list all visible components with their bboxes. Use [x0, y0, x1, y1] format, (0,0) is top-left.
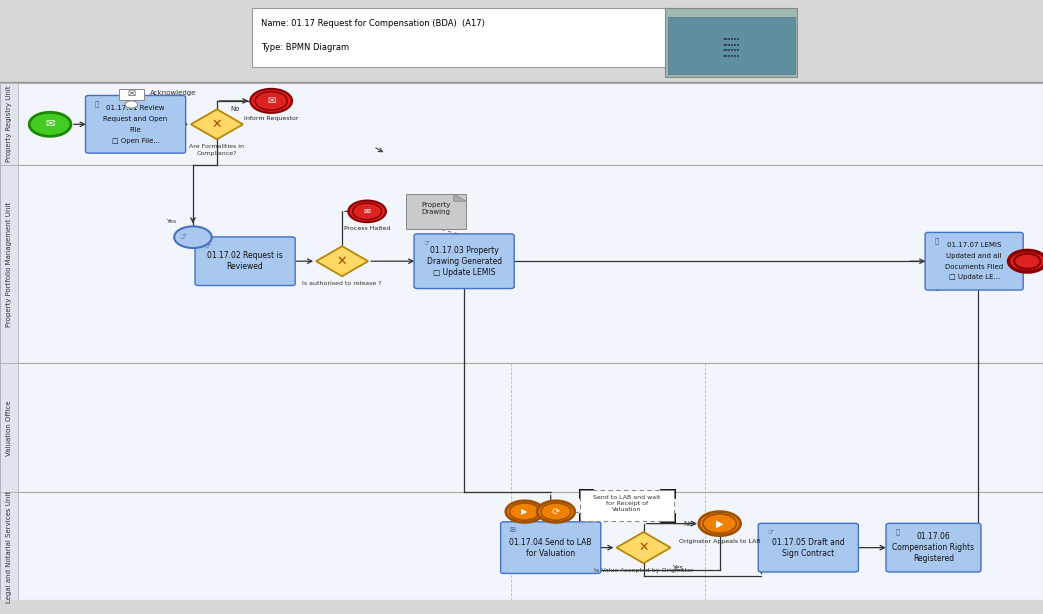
Bar [668, 17, 795, 74]
Bar [0, 492, 18, 600]
Bar [0, 165, 1043, 363]
Bar [406, 194, 466, 229]
Bar [0, 82, 1043, 600]
Text: 01.17.05 Draft and: 01.17.05 Draft and [772, 538, 845, 546]
FancyBboxPatch shape [414, 234, 514, 289]
Text: Property Portfolio Management Unit: Property Portfolio Management Unit [6, 201, 11, 327]
Text: No: No [683, 521, 693, 527]
Text: Yes: Yes [672, 565, 683, 571]
Text: ✕: ✕ [337, 255, 347, 268]
Circle shape [699, 511, 741, 535]
Polygon shape [616, 532, 671, 563]
Text: Property
Drawing: Property Drawing [421, 202, 451, 215]
Text: ▶: ▶ [715, 519, 724, 529]
Circle shape [1009, 251, 1043, 272]
Bar [0, 83, 1043, 165]
Text: ✉: ✉ [510, 527, 516, 533]
Text: Send to LAB and wait
for Receipt of
Valuation: Send to LAB and wait for Receipt of Valu… [593, 495, 660, 511]
Text: Process Halted: Process Halted [344, 226, 390, 231]
Text: 01.17.07 LEMIS: 01.17.07 LEMIS [947, 242, 1001, 248]
Text: ✉: ✉ [267, 96, 275, 106]
Text: □ Update LEMIS: □ Update LEMIS [433, 268, 495, 276]
Text: Valuation Office: Valuation Office [6, 400, 11, 456]
Text: Legal and Notarial Services Unit: Legal and Notarial Services Unit [6, 491, 11, 602]
Circle shape [29, 112, 71, 136]
Text: 01.17.06: 01.17.06 [917, 532, 950, 542]
Bar [0, 363, 1043, 492]
Text: ▪▪▪▪▪▪
▪▪▪▪▪▪
▪▪▪▪▪▪
▪▪▪▪▪▪: ▪▪▪▪▪▪ ▪▪▪▪▪▪ ▪▪▪▪▪▪ ▪▪▪▪▪▪ [723, 35, 739, 57]
Text: ⟳: ⟳ [552, 507, 560, 516]
Text: ✉: ✉ [46, 119, 54, 130]
Text: ☞: ☞ [423, 239, 430, 246]
Text: ✕: ✕ [638, 541, 649, 554]
Text: Is authorised to release ?: Is authorised to release ? [302, 281, 382, 286]
Circle shape [537, 501, 575, 523]
FancyBboxPatch shape [925, 232, 1023, 290]
Polygon shape [454, 194, 466, 201]
FancyBboxPatch shape [886, 523, 980, 572]
Bar [0, 83, 18, 165]
Circle shape [174, 227, 212, 248]
Text: Is Value Accepted by Originator: Is Value Accepted by Originator [593, 568, 694, 573]
Text: Sign Contract: Sign Contract [782, 548, 834, 558]
Text: Compliance?: Compliance? [197, 151, 237, 156]
Polygon shape [191, 109, 243, 139]
Text: ▶: ▶ [522, 507, 528, 516]
Text: File: File [129, 126, 142, 133]
Circle shape [250, 89, 292, 113]
Bar [580, 490, 674, 521]
Circle shape [125, 101, 138, 108]
Text: Name: 01.17 Request for Compensation (BDA)  (A17): Name: 01.17 Request for Compensation (BD… [261, 19, 485, 28]
Text: Reviewed: Reviewed [226, 262, 264, 271]
Text: 👤: 👤 [935, 238, 939, 244]
Text: 01.17.03 Property: 01.17.03 Property [430, 246, 499, 255]
Circle shape [348, 201, 386, 222]
Polygon shape [316, 246, 368, 276]
Text: ✉: ✉ [127, 89, 136, 99]
Text: Drawing Generated: Drawing Generated [427, 257, 502, 266]
Bar [665, 9, 797, 77]
Circle shape [506, 501, 543, 523]
Text: ☞: ☞ [204, 243, 211, 248]
Text: Yes: Yes [167, 219, 177, 224]
Text: 01.17.02 Request is: 01.17.02 Request is [208, 251, 283, 260]
FancyBboxPatch shape [501, 522, 601, 573]
Bar [0, 165, 18, 363]
Text: Acknowledge: Acknowledge [150, 90, 196, 96]
Text: No: No [231, 106, 240, 112]
Text: 01.17.04 Send to LAB: 01.17.04 Send to LAB [509, 538, 592, 546]
Text: ☞: ☞ [179, 232, 187, 241]
Text: Registered: Registered [913, 554, 954, 563]
Bar [0, 492, 1043, 600]
Text: 🔒: 🔒 [895, 529, 900, 535]
Text: 🗀: 🗀 [95, 101, 99, 107]
Text: Compensation Rights: Compensation Rights [893, 543, 974, 552]
Text: 01.17.01 Review: 01.17.01 Review [106, 105, 165, 111]
Bar [119, 89, 144, 99]
Text: ✉: ✉ [364, 207, 370, 216]
Text: Type: BPMN Diagram: Type: BPMN Diagram [261, 43, 348, 52]
Bar [0, 363, 18, 492]
Text: Are Formalities in: Are Formalities in [190, 144, 244, 149]
Text: Inform Requestor: Inform Requestor [244, 117, 298, 122]
FancyBboxPatch shape [758, 523, 858, 572]
Text: Property Registry Unit: Property Registry Unit [6, 86, 11, 162]
Text: Request and Open: Request and Open [103, 116, 168, 122]
Text: Updated and all: Updated and all [946, 253, 1002, 259]
Text: for Valuation: for Valuation [526, 548, 576, 558]
Bar [252, 9, 672, 68]
Text: Originator Appeals to LAB: Originator Appeals to LAB [679, 539, 760, 544]
Text: □ Open File...: □ Open File... [112, 138, 160, 144]
FancyBboxPatch shape [195, 237, 295, 286]
Text: □ Update LE...: □ Update LE... [948, 274, 1000, 281]
Text: Documents Filed: Documents Filed [945, 263, 1003, 270]
Text: ✕: ✕ [212, 118, 222, 131]
FancyBboxPatch shape [86, 96, 186, 153]
Text: ☞: ☞ [768, 529, 774, 535]
